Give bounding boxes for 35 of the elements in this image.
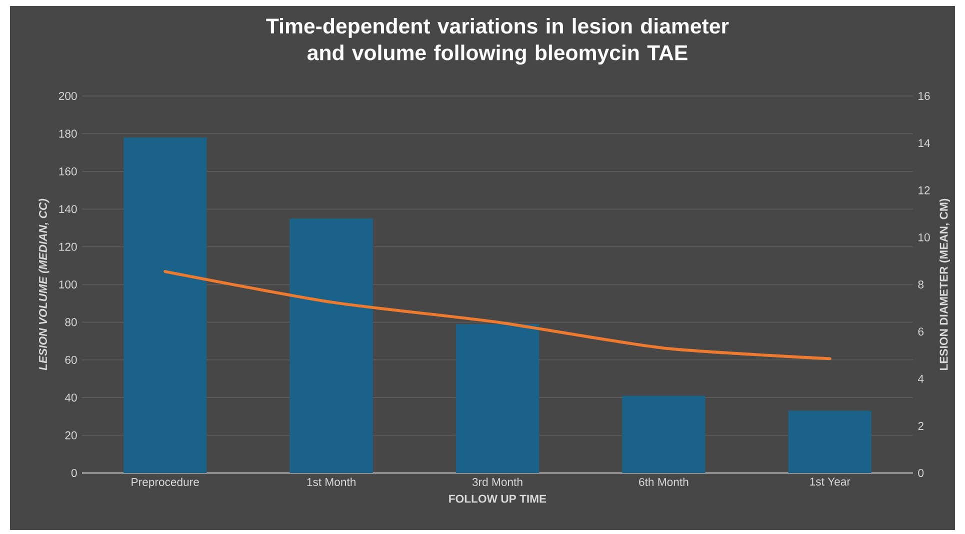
y-tick-label: 80 xyxy=(65,318,77,326)
y2-tick-label: 16 xyxy=(918,92,930,100)
y2-tick-label: 2 xyxy=(918,422,924,430)
y-axis-title: LESION VOLUME (MEDIAN, CC) xyxy=(38,198,50,370)
line-series xyxy=(164,270,832,360)
chart-title: Time-dependent variations in lesion diameter and volume following bleomycin TAE xyxy=(266,18,729,65)
y2-tick-label: 6 xyxy=(918,328,924,336)
y-tick-label: 40 xyxy=(64,394,77,402)
y2-tick-label: 14 xyxy=(918,139,930,148)
y-tick-label: 0 xyxy=(71,468,77,477)
y2-tick-label: 0 xyxy=(918,468,924,477)
y-tick-label: 100 xyxy=(59,280,77,288)
bar xyxy=(124,137,207,473)
x-axis-title: FOLLOW UP TIME xyxy=(449,494,546,503)
x-tick-label: 1st Month xyxy=(307,478,356,486)
x-tick-label: 1st Year xyxy=(810,478,850,486)
x-tick-label: 6th Month xyxy=(639,478,688,486)
y-tick-label: 180 xyxy=(59,130,77,138)
y-tick-label: 140 xyxy=(59,205,77,214)
bar xyxy=(456,324,540,473)
x-tick-label: Preprocedure xyxy=(132,478,199,488)
bar xyxy=(622,396,706,473)
x-tick-label: 3rd Month xyxy=(472,478,522,486)
y2-tick-label: 4 xyxy=(918,374,924,383)
y-tick-label: 200 xyxy=(58,92,77,100)
y-tick-label: 120 xyxy=(59,242,77,251)
y2-tick-label: 10 xyxy=(918,233,930,242)
y2-tick-label: 8 xyxy=(918,280,924,288)
y2-tick-label: 12 xyxy=(918,186,930,194)
y2-axis-title: LESION DIAMETER (MEAN, CM) xyxy=(939,198,950,370)
bar xyxy=(788,410,872,473)
y-tick-label: 160 xyxy=(59,167,77,176)
bar xyxy=(290,218,373,473)
y-tick-label: 20 xyxy=(65,431,77,440)
y-tick-label: 60 xyxy=(65,356,77,364)
